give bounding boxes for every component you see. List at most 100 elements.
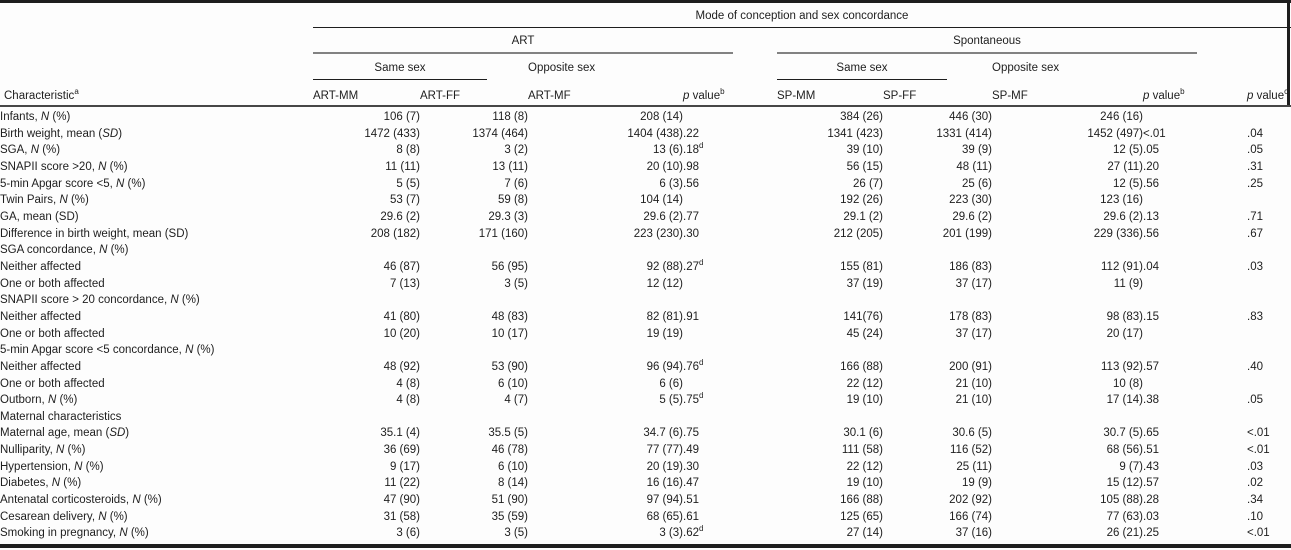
- value-cell: 5 (5): [396, 177, 420, 190]
- value-cell: 37 (17): [955, 327, 992, 340]
- value-cell: 35.5 (5): [488, 427, 528, 440]
- value-cell: 6 (6): [659, 377, 683, 390]
- value-cell: [420, 409, 528, 426]
- table-row: Hypertension, N (%) 9 (17) 6 (10) 20 (19) .3…: [0, 459, 1291, 476]
- value-cell: 201 (199): [942, 227, 992, 240]
- p-value-cell: .20: [1143, 160, 1159, 173]
- table-row: SNAPII score > 20 concordance, N (%): [0, 292, 1291, 309]
- value-cell: 29.6 (2): [643, 210, 683, 223]
- p-value-cell: .83: [1247, 310, 1263, 323]
- value-cell: 13 (6): [652, 144, 683, 157]
- value-cell: 26 (7): [852, 177, 883, 190]
- value-cell: [313, 342, 420, 359]
- p-value-cell: .38: [1143, 394, 1159, 407]
- row-label: One or both affected: [0, 277, 105, 290]
- table-row: 5-min Apgar score <5 concordance, N (%): [0, 342, 1291, 359]
- p-value-cell: [683, 242, 777, 259]
- p-value-cell: .47: [683, 477, 699, 490]
- value-cell: 166 (74): [949, 510, 992, 523]
- value-cell: 166 (88): [840, 494, 883, 507]
- value-cell: [777, 342, 883, 359]
- row-label: 5-min Apgar score <5 concordance, N (%): [0, 344, 215, 357]
- value-cell: 7 (6): [504, 177, 528, 190]
- value-cell: [883, 409, 992, 426]
- row-label: Twin Pairs, N (%): [0, 194, 89, 207]
- table-row: Diabetes, N (%) 11 (22) 8 (14) 16 (16) .47 19…: [0, 475, 1291, 492]
- p-value-cell: .51: [683, 494, 699, 507]
- p-value-cell: <.01: [1247, 444, 1270, 457]
- p-value-cell: .27d: [683, 258, 704, 273]
- value-cell: [777, 409, 883, 426]
- p-value-cell: .65: [1143, 427, 1159, 440]
- p-value-cell: .56: [683, 177, 699, 190]
- value-cell: 223 (230): [633, 227, 683, 240]
- table-row: Infants, N (%) 106 (7) 118 (8) 208 (14) 384 …: [0, 109, 1291, 126]
- p-value-cell: .75: [683, 427, 699, 440]
- value-cell: 21 (10): [955, 394, 992, 407]
- value-cell: 11 (9): [1113, 277, 1143, 290]
- p-value-cell: .98: [683, 160, 699, 173]
- table-row: Maternal characteristics: [0, 409, 1291, 426]
- table-row: One or both affected 10 (20) 10 (17) 19 (19…: [0, 326, 1291, 343]
- row-label: Smoking in pregnancy, N (%): [0, 527, 149, 540]
- p-value-cell: <.01: [1247, 527, 1270, 540]
- column-header-characteristic: Characteristica: [4, 87, 79, 102]
- value-cell: [528, 242, 683, 259]
- table-row: Nulliparity, N (%) 36 (69) 46 (78) 77 (77).…: [0, 442, 1291, 459]
- p-value-cell: [1143, 242, 1247, 259]
- table-row: Neither affected 46 (87) 56 (95) 92 (88) .27…: [0, 259, 1291, 276]
- p-value-cell: [1143, 276, 1247, 293]
- table-row: 5-min Apgar score <5, N (%) 5 (5) 7 (6) 6 (…: [0, 176, 1291, 193]
- p-value-cell: [1247, 292, 1291, 309]
- value-cell: 47 (90): [383, 494, 420, 507]
- value-cell: 46 (78): [491, 444, 528, 457]
- value-cell: 208 (14): [640, 111, 683, 123]
- value-cell: 51 (90): [491, 494, 528, 507]
- value-cell: 12 (5): [1112, 144, 1143, 157]
- value-cell: 68 (65): [646, 510, 683, 523]
- p-value-cell: .57: [1143, 477, 1159, 490]
- value-cell: 98 (83): [1106, 310, 1143, 323]
- subgroup-header-art-opposite: Opposite sex: [528, 62, 596, 74]
- p-value-cell: .05: [1143, 144, 1159, 157]
- row-label: One or both affected: [0, 377, 105, 390]
- group-header-spontaneous: Spontaneous: [953, 35, 1021, 47]
- p-value-cell: .15: [1143, 310, 1159, 323]
- value-cell: 118 (8): [492, 111, 528, 123]
- value-cell: 3 (3): [659, 527, 683, 540]
- p-value-cell: .51: [1143, 444, 1159, 457]
- p-value-cell: .13: [1143, 210, 1159, 223]
- row-label: SGA concordance, N (%): [0, 244, 129, 257]
- value-cell: 105 (88): [1100, 494, 1143, 507]
- row-label: Hypertension, N (%): [0, 460, 104, 473]
- p-value-cell: [1143, 192, 1247, 209]
- row-label: SNAPII score >20, N (%): [0, 160, 128, 173]
- p-value-cell: .40: [1247, 360, 1263, 373]
- value-cell: 27 (14): [846, 527, 883, 540]
- rule-under-span-header: [313, 27, 1291, 28]
- value-cell: 29.1 (2): [843, 210, 883, 223]
- row-label: Outborn, N (%): [0, 394, 78, 407]
- value-cell: 113 (92): [1101, 360, 1143, 373]
- value-cell: 36 (69): [383, 444, 420, 457]
- value-cell: 96 (94): [646, 360, 683, 373]
- p-value-cell: .03: [1247, 260, 1263, 273]
- value-cell: 384 (26): [840, 111, 883, 123]
- value-cell: 200 (91): [949, 360, 992, 373]
- subgroup-header-sp-same: Same sex: [836, 62, 888, 74]
- p-value-cell: .77: [683, 210, 699, 223]
- column-header-p-value-sp: p valueb: [1143, 87, 1185, 102]
- value-cell: 1452 (497): [1087, 127, 1143, 140]
- value-cell: 10 (8): [1112, 377, 1143, 390]
- p-value-cell: .28: [1143, 494, 1159, 507]
- p-value-cell: .91: [683, 310, 699, 323]
- table-body: Infants, N (%) 106 (7) 118 (8) 208 (14) 384 …: [0, 109, 1291, 542]
- value-cell: 37 (19): [846, 277, 883, 290]
- p-value-cell: <.01: [1247, 427, 1270, 440]
- p-value-cell: .56: [1143, 227, 1159, 240]
- p-value-cell: .02: [1247, 477, 1263, 490]
- value-cell: 19 (19): [646, 327, 683, 340]
- table-row: Twin Pairs, N (%) 53 (7) 59 (8) 104 (14) 192…: [0, 192, 1291, 209]
- p-value-cell: .04: [1143, 260, 1159, 273]
- value-cell: 30.1 (6): [843, 427, 883, 440]
